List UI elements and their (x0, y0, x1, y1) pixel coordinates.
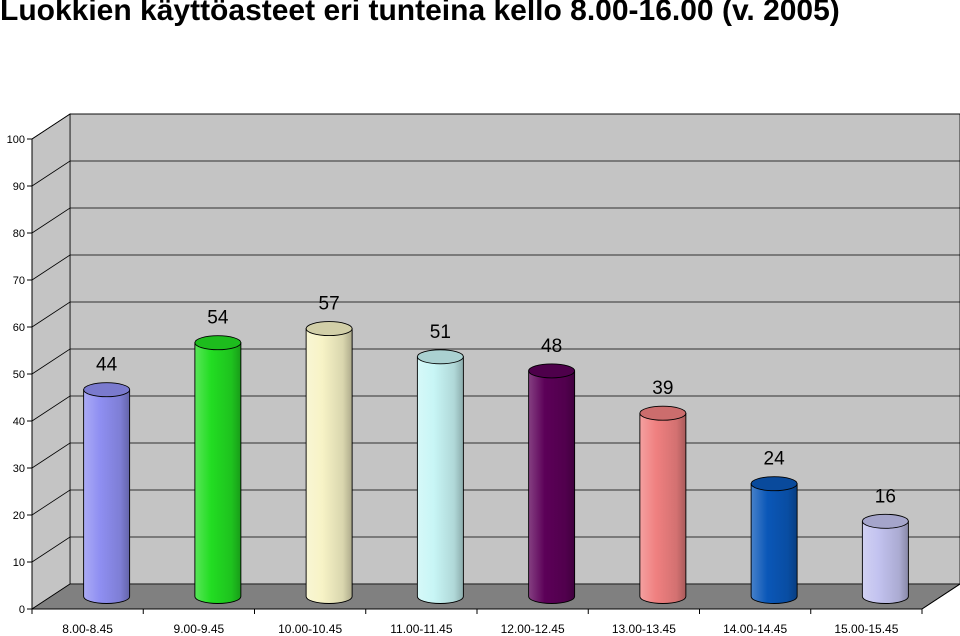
y-tick-label: 20 (13, 510, 25, 522)
y-tick-label: 10 (13, 557, 25, 569)
data-label: 16 (875, 486, 896, 507)
bar-cylinder (305, 321, 353, 604)
bar-body (861, 520, 909, 604)
x-tick-label: 10.00-10.45 (278, 622, 342, 636)
data-labels: 44 54 57 51 48 39 24 16 (96, 294, 896, 508)
bar-cylinder (416, 349, 464, 604)
bar-cylinder (639, 405, 687, 604)
bar-cylinder (861, 513, 909, 604)
x-tick-label: 11.00-11.45 (390, 622, 453, 636)
x-axis-depth-line (921, 583, 960, 610)
bar-cylinder (528, 363, 576, 604)
gridline (31, 113, 960, 140)
data-label: 54 (207, 308, 229, 329)
data-label: 57 (319, 294, 340, 315)
bar-top (861, 513, 909, 529)
bar-body (194, 342, 242, 604)
x-tick-label: 12.00-12.45 (501, 622, 565, 636)
bar-body (750, 483, 798, 604)
bar-top (194, 335, 242, 351)
bar-top (639, 405, 687, 421)
y-tick-label: 50 (13, 369, 25, 381)
y-tick-label: 70 (13, 275, 25, 287)
bar-body (416, 356, 464, 604)
gridline (31, 160, 960, 187)
bar-top (750, 476, 798, 492)
gridline (31, 207, 960, 234)
gridline (31, 348, 960, 375)
y-tick-label: 0 (19, 604, 25, 616)
x-tick-label: 14.00-14.45 (723, 622, 787, 636)
y-tick-label: 30 (13, 463, 25, 475)
bar-cylinder (194, 335, 242, 604)
bar-cylinder (83, 382, 131, 604)
x-tick-label: 9.00-9.45 (174, 622, 225, 636)
data-label: 44 (96, 355, 118, 376)
gridline (31, 395, 960, 422)
bar-body (639, 412, 687, 604)
y-tick-label: 90 (13, 181, 25, 193)
floor (30, 583, 960, 610)
bar-top (528, 363, 576, 379)
bars (83, 321, 909, 604)
x-tick-label: 15.00-15.45 (834, 622, 898, 636)
bar-top (305, 321, 353, 337)
chart-walls (30, 113, 960, 610)
x-tick-label: 13.00-13.45 (612, 622, 676, 636)
y-axis: 0 10 20 30 40 50 60 70 80 90 100 (7, 134, 33, 616)
y-tick-label: 80 (13, 228, 25, 240)
bar-top (83, 382, 131, 398)
gridline (31, 254, 960, 281)
chart-title: Luokkien käyttöasteet eri tunteina kello… (0, 0, 840, 27)
bar-body (83, 389, 131, 604)
y-tick-label: 40 (13, 416, 25, 428)
x-tick-label: 8.00-8.45 (62, 622, 113, 636)
bar-body (305, 328, 353, 604)
bar-cylinder (750, 476, 798, 604)
data-label: 39 (652, 378, 673, 399)
y-tick-label: 60 (13, 322, 25, 334)
y-tick-label: 100 (7, 134, 25, 146)
x-axis: 8.00-8.45 9.00-9.45 10.00-10.45 11.00-11.45… (31, 583, 960, 636)
data-label: 48 (541, 336, 562, 357)
bar-top (416, 349, 464, 365)
gridline (31, 301, 960, 328)
data-label: 51 (430, 322, 451, 343)
data-label: 24 (764, 449, 786, 470)
bar-body (528, 370, 576, 604)
